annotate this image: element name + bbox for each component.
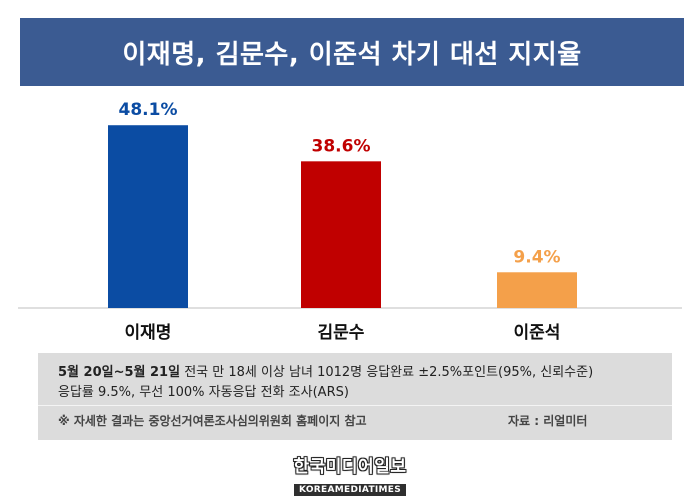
bar-3 [497, 272, 577, 308]
survey-date: 5월 20일~5월 21일 [58, 365, 181, 380]
survey-method-line1: 5월 20일~5월 21일 전국 만 18세 이상 남녀 1012명 응답완료 … [58, 361, 593, 380]
survey-details: 전국 만 18세 이상 남녀 1012명 응답완료 ±2.5%포인트(95%, … [180, 365, 594, 380]
survey-info-box: 5월 20일~5월 21일 전국 만 18세 이상 남녀 1012명 응답완료 … [38, 353, 672, 440]
reference-note: ※ 자세한 결과는 중앙선거여론조사심의위원회 홈페이지 참고 [58, 414, 367, 428]
category-label-1: 이재명 [125, 323, 172, 343]
logo-korean-text: 한국미디어일보 [293, 457, 407, 477]
bar-1 [108, 125, 188, 308]
bar-chart: 48.1% 이재명 38.6% 김문수 9.4% 이준석 [18, 100, 682, 343]
brand-logo: 한국미디어일보 KOREAMEDIATIMES [290, 452, 410, 496]
survey-method-line2: 응답률 9.5%, 무선 100% 자동응답 전화 조사(ARS) [58, 385, 349, 400]
divider [38, 405, 672, 406]
data-label-2: 38.6% [312, 136, 371, 156]
chart-title: 이재명, 김문수, 이준석 차기 대선 지지율 [122, 39, 582, 70]
title-banner: 이재명, 김문수, 이준석 차기 대선 지지율 [20, 18, 684, 86]
data-label-1: 48.1% [119, 100, 178, 120]
data-label-3: 9.4% [513, 247, 560, 267]
bar-2 [301, 161, 381, 308]
logo-english-text: KOREAMEDIATIMES [293, 484, 407, 496]
category-label-2: 김문수 [318, 323, 365, 343]
category-label-3: 이준석 [514, 323, 561, 343]
data-source: 자료 : 리얼미터 [508, 414, 588, 428]
